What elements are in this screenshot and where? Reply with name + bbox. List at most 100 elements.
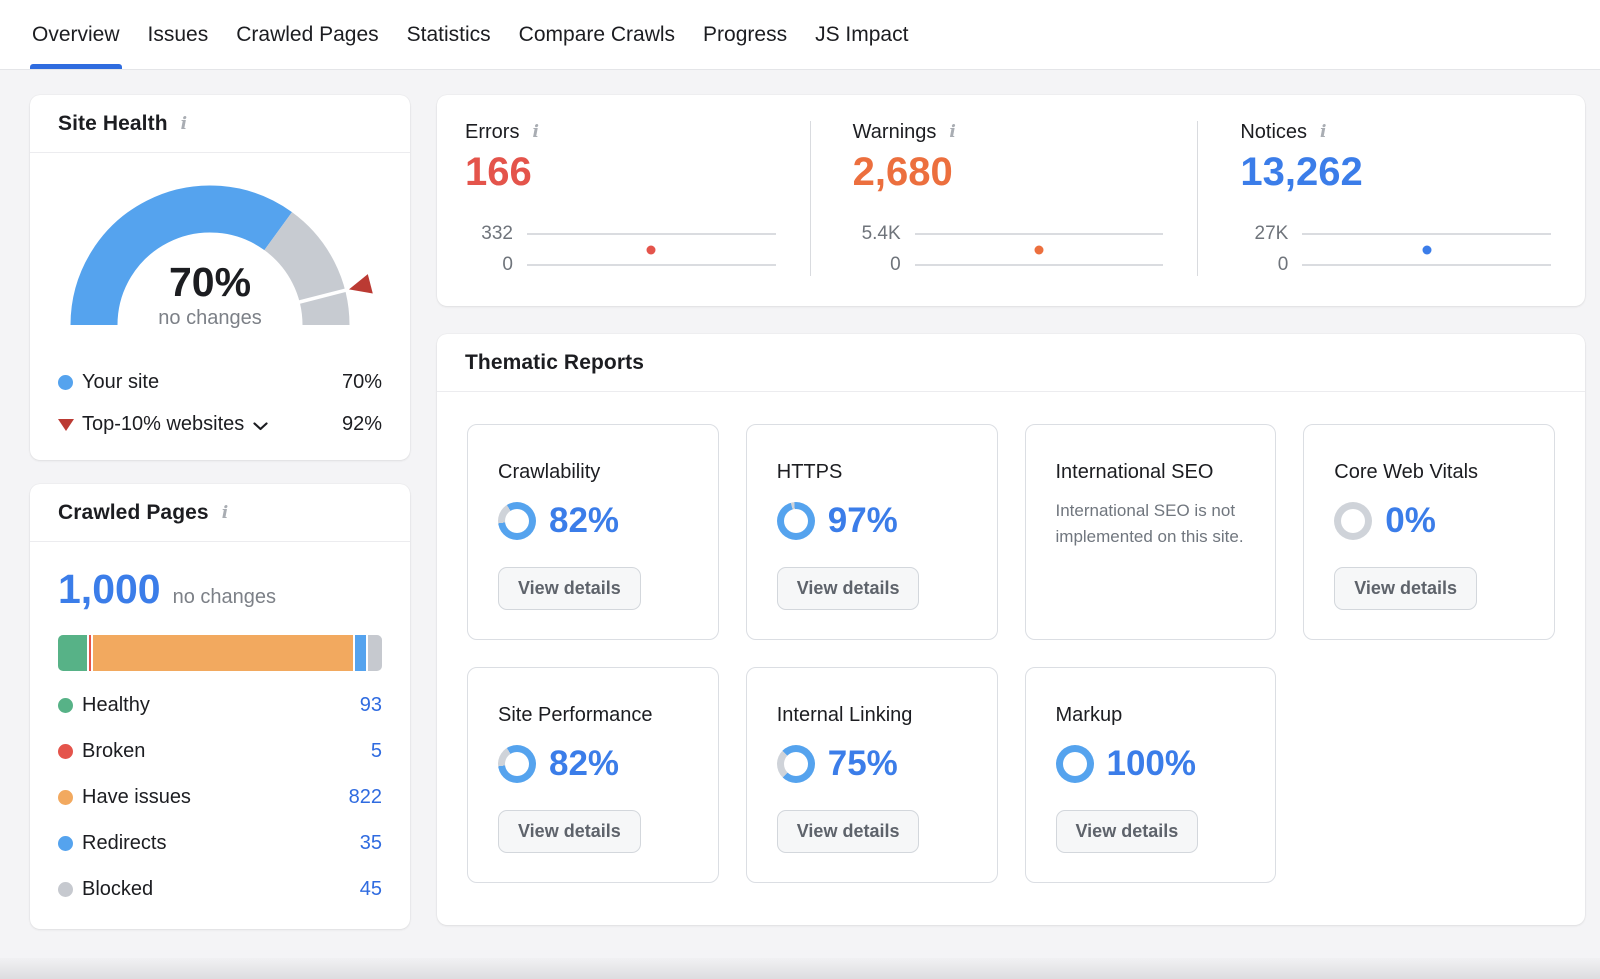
tab-progress[interactable]: Progress [703, 22, 788, 46]
tab-compare-crawls[interactable]: Compare Crawls [518, 22, 676, 46]
redirects-count-link[interactable]: 35 [359, 832, 382, 854]
internal-linking-card: Internal Linking 75% View details [745, 667, 998, 883]
notices-count-link[interactable]: 13,262 [1240, 150, 1363, 194]
your-site-value: 70% [341, 371, 382, 393]
have-issues-count-link[interactable]: 822 [348, 786, 382, 808]
redirects-dot-icon [58, 836, 73, 851]
tab-crawled-pages[interactable]: Crawled Pages [236, 22, 379, 46]
site-health-gauge: 70% no changes [60, 185, 380, 352]
tab-statistics[interactable]: Statistics [406, 22, 491, 46]
site-health-score: 70% [168, 259, 252, 305]
notices-section: Notices i 13,262 27K 0 [1197, 121, 1585, 276]
crawlability-donut-icon [498, 502, 536, 540]
blocked-dot-icon [58, 882, 73, 897]
site-performance-view-details-button[interactable]: View details [498, 810, 641, 853]
crawlability-title: Crawlability [498, 461, 601, 483]
site-performance-donut-icon [498, 745, 536, 783]
internal-linking-donut-icon [776, 745, 815, 783]
axis-max-label: 332 [481, 223, 513, 244]
gauge-arc [70, 185, 373, 326]
https-card: HTTPS 97% View details [745, 424, 998, 640]
warnings-trend-chart: 5.4K 0 [853, 223, 1164, 276]
info-icon[interactable]: i [949, 122, 956, 142]
tab-issues[interactable]: Issues [147, 22, 209, 46]
core-web-vitals-view-details-button[interactable]: View details [1334, 567, 1477, 610]
site-health-change: no changes [158, 307, 262, 330]
legend-item-your-site: Your site 70% [58, 371, 382, 394]
have-issues-dot-icon [58, 790, 73, 805]
international-seo-card: International SEO International SEO is n… [1024, 424, 1277, 640]
site-health-title: Site Health [58, 112, 168, 135]
benchmark-value: 92% [341, 413, 382, 435]
axis-min-label: 0 [1277, 254, 1289, 275]
bar-segment-broken[interactable] [89, 635, 91, 671]
legend-item-broken: Broken 5 [58, 740, 382, 763]
axis-max-label: 5.4K [861, 223, 901, 244]
info-icon[interactable]: i [221, 502, 229, 523]
markup-donut-icon [1055, 745, 1094, 783]
thematic-reports-card: Thematic Reports Crawlability 82% View d… [437, 334, 1585, 925]
bar-segment-redirects[interactable] [354, 635, 366, 671]
legend-item-redirects: Redirects 35 [58, 832, 382, 855]
crawled-pages-total[interactable]: 1,000 [58, 566, 161, 612]
benchmark-triangle-icon [58, 418, 74, 431]
crawled-pages-stacked-bar [58, 635, 382, 671]
your-site-dot-icon [58, 375, 73, 390]
https-title: HTTPS [776, 461, 843, 483]
https-percent: 97% [827, 501, 898, 540]
site-health-card: Site Health i 70% no changes Your site 7… [30, 95, 410, 460]
tab-overview[interactable]: Overview [30, 0, 122, 69]
notices-data-point [1422, 245, 1432, 254]
redirects-label: Redirects [82, 832, 167, 854]
core-web-vitals-card: Core Web Vitals 0% View details [1303, 424, 1555, 640]
your-site-label: Your site [82, 371, 160, 393]
info-icon[interactable]: i [180, 113, 188, 134]
warnings-section: Warnings i 2,680 5.4K 0 [809, 121, 1198, 276]
warnings-count-link[interactable]: 2,680 [852, 150, 953, 194]
have-issues-label: Have issues [82, 786, 191, 808]
legend-item-healthy: Healthy 93 [58, 694, 382, 717]
errors-data-point [646, 245, 656, 254]
issues-summary-card: Errors i 166 332 0 Warnings i 2,680 5.4K [437, 95, 1585, 306]
markup-title: Markup [1055, 704, 1123, 726]
markup-percent: 100% [1106, 744, 1197, 783]
internal-linking-view-details-button[interactable]: View details [776, 810, 920, 853]
markup-view-details-button[interactable]: View details [1055, 810, 1199, 853]
report-tabs-bar: Overview Issues Crawled Pages Statistics… [0, 0, 1600, 70]
info-icon[interactable]: i [1320, 122, 1327, 142]
bar-segment-blocked[interactable] [367, 635, 382, 671]
crawled-pages-title: Crawled Pages [58, 501, 209, 524]
warnings-data-point [1034, 245, 1044, 254]
axis-min-label: 0 [890, 254, 901, 275]
chevron-down-icon [253, 421, 268, 430]
legend-item-blocked: Blocked 45 [58, 878, 382, 901]
crawlability-percent: 82% [549, 501, 620, 540]
https-view-details-button[interactable]: View details [776, 567, 920, 610]
healthy-count-link[interactable]: 93 [359, 694, 382, 716]
tab-js-impact[interactable]: JS Impact [815, 22, 909, 46]
bar-segment-healthy[interactable] [58, 635, 88, 671]
errors-count-link[interactable]: 166 [465, 150, 532, 194]
benchmark-dropdown[interactable]: Top-10% websites [82, 413, 268, 436]
page-bottom-fade [0, 958, 1600, 979]
legend-item-have-issues: Have issues 822 [58, 786, 382, 809]
core-web-vitals-donut-icon [1334, 502, 1373, 540]
info-icon[interactable]: i [532, 122, 539, 142]
core-web-vitals-percent: 0% [1385, 501, 1436, 540]
thematic-reports-title: Thematic Reports [465, 351, 644, 374]
crawlability-view-details-button[interactable]: View details [498, 567, 641, 610]
crawlability-card: Crawlability 82% View details [467, 424, 719, 640]
broken-label: Broken [82, 740, 146, 762]
blocked-count-link[interactable]: 45 [359, 878, 382, 900]
warnings-label: Warnings [852, 121, 937, 143]
internal-linking-title: Internal Linking [776, 704, 913, 726]
notices-label: Notices [1240, 121, 1308, 143]
https-donut-icon [776, 502, 815, 540]
international-seo-message: International SEO is not implemented on … [1055, 501, 1244, 546]
crawled-pages-card: Crawled Pages i 1,000 no changes [30, 484, 410, 929]
broken-count-link[interactable]: 5 [370, 740, 382, 762]
errors-label: Errors [465, 121, 520, 143]
healthy-label: Healthy [82, 694, 150, 716]
bar-segment-have-issues[interactable] [92, 635, 353, 671]
errors-trend-chart: 332 0 [465, 223, 776, 276]
